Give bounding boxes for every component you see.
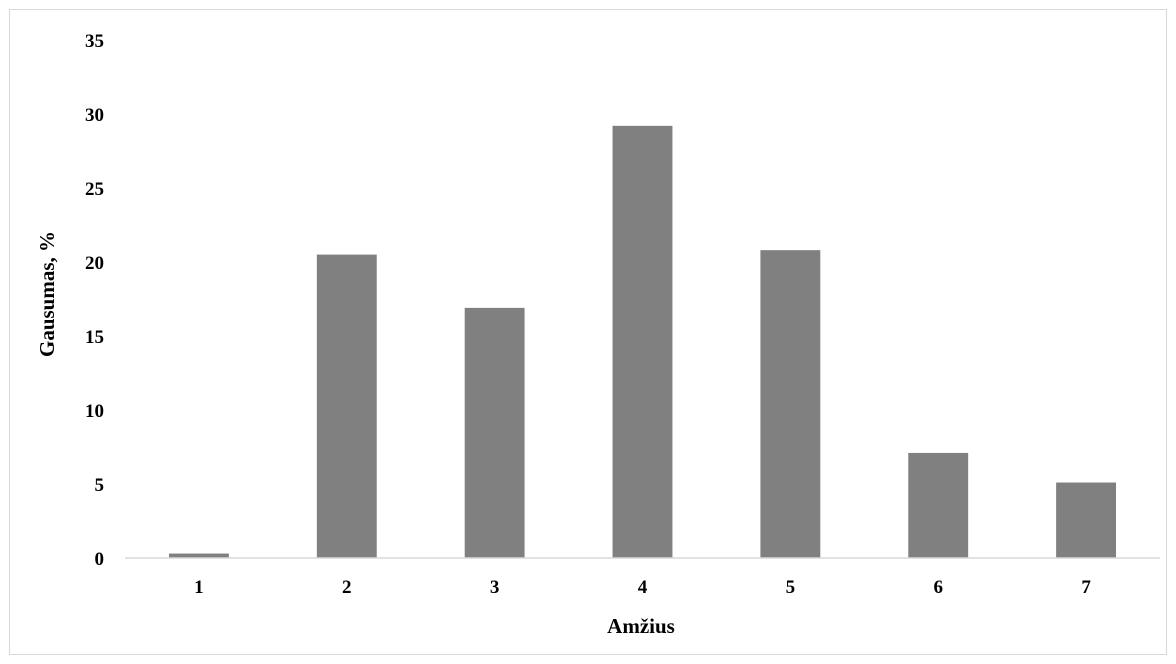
bar bbox=[316, 254, 377, 558]
bar bbox=[464, 307, 525, 558]
y-tick-label: 35 bbox=[85, 31, 104, 52]
x-tick-label: 2 bbox=[342, 577, 352, 598]
y-tick-label: 25 bbox=[85, 179, 104, 200]
y-tick-label: 20 bbox=[85, 253, 104, 274]
x-tick-label: 5 bbox=[786, 577, 796, 598]
bar bbox=[760, 250, 821, 558]
y-tick-label: 30 bbox=[85, 105, 104, 126]
x-axis-ticks: 1 2 3 4 5 6 7 bbox=[194, 577, 1091, 598]
bar bbox=[612, 125, 673, 558]
y-tick-label: 0 bbox=[95, 549, 105, 570]
x-axis-title: Amžius bbox=[607, 614, 675, 638]
bar bbox=[1056, 482, 1117, 558]
x-tick-label: 4 bbox=[638, 577, 648, 598]
bar bbox=[168, 553, 229, 558]
x-tick-label: 1 bbox=[194, 577, 204, 598]
y-axis-title: Gausumas, % bbox=[35, 231, 59, 357]
bar bbox=[908, 452, 969, 558]
y-tick-label: 15 bbox=[85, 327, 104, 348]
x-tick-label: 6 bbox=[933, 577, 943, 598]
x-tick-label: 3 bbox=[490, 577, 500, 598]
y-axis-ticks: 0 5 10 15 20 25 30 35 bbox=[85, 31, 104, 570]
y-tick-label: 5 bbox=[95, 475, 105, 496]
chart-frame bbox=[9, 9, 1167, 655]
bars-group bbox=[168, 125, 1117, 558]
y-tick-label: 10 bbox=[85, 401, 104, 422]
x-tick-label: 7 bbox=[1081, 577, 1091, 598]
